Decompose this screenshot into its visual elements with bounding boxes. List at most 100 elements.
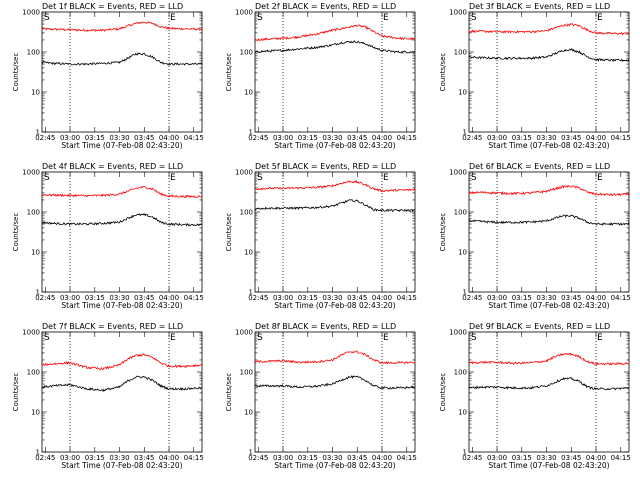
- events-series-line: [254, 198, 416, 213]
- y-tick-label: 1: [463, 129, 467, 137]
- panel-title: Det 4f BLACK = Events, RED = LLD: [42, 162, 183, 171]
- x-tick-label: 03:45: [134, 454, 154, 462]
- panel-8: Det 8f BLACK = Events, RED = LLD 1 10 100 10…: [225, 322, 417, 470]
- y-tick-label: 1000: [22, 9, 40, 17]
- x-axis-label: Start Time (07-Feb-08 02:43:20): [488, 301, 609, 310]
- end-marker-label: E: [383, 13, 389, 23]
- x-tick-label: 04:00: [159, 294, 179, 302]
- x-tick-label: 04:15: [611, 294, 631, 302]
- y-tick-label: 100: [27, 49, 40, 57]
- x-axis-label: Start Time (07-Feb-08 02:43:20): [61, 141, 182, 150]
- x-tick-label: 03:15: [298, 134, 318, 142]
- panel-title: Det 8f BLACK = Events, RED = LLD: [255, 322, 396, 331]
- panel-5: Det 5f BLACK = Events, RED = LLD 1 10 100 10…: [225, 162, 417, 310]
- x-tick-label: 04:15: [397, 454, 417, 462]
- panel-3: Det 3f BLACK = Events, RED = LLD 1 10 100 10…: [439, 2, 631, 150]
- panel-title: Det 6f BLACK = Events, RED = LLD: [469, 162, 610, 171]
- y-tick-label: 1000: [235, 329, 253, 337]
- x-tick-label: 04:15: [184, 454, 204, 462]
- x-tick-label: 03:00: [487, 134, 507, 142]
- y-tick-label: 10: [458, 249, 467, 257]
- plot-frame: [254, 11, 416, 133]
- x-tick-label: 02:45: [248, 134, 268, 142]
- x-tick-label: 03:15: [85, 454, 105, 462]
- events-series-line: [254, 40, 416, 54]
- y-tick-label: 10: [31, 249, 40, 257]
- lld-series-line: [254, 24, 416, 42]
- panel-9: Det 9f BLACK = Events, RED = LLD 1 10 100 10…: [439, 322, 631, 470]
- y-tick-label: 10: [244, 89, 253, 97]
- x-tick-label: 04:00: [159, 454, 179, 462]
- end-marker-label: E: [170, 173, 176, 183]
- x-tick-label: 02:45: [35, 134, 55, 142]
- y-tick-label: 1000: [22, 169, 40, 177]
- panel-title: Det 2f BLACK = Events, RED = LLD: [255, 2, 396, 11]
- x-tick-label: 03:15: [512, 454, 532, 462]
- y-tick-label: 100: [454, 369, 467, 377]
- plot-frame: [468, 331, 630, 453]
- panel-title: Det 5f BLACK = Events, RED = LLD: [255, 162, 396, 171]
- y-tick-label: 1000: [235, 9, 253, 17]
- x-tick-label: 03:00: [60, 134, 80, 142]
- end-marker-label: E: [383, 333, 389, 343]
- x-tick-label: 02:45: [35, 454, 55, 462]
- x-tick-label: 02:45: [35, 294, 55, 302]
- y-axis-label: Counts/sec: [225, 373, 233, 412]
- events-series-line: [41, 213, 203, 227]
- y-axis-label: Counts/sec: [12, 373, 20, 412]
- start-marker-label: S: [44, 13, 50, 23]
- x-axis-label: Start Time (07-Feb-08 02:43:20): [61, 461, 182, 470]
- x-tick-label: 03:45: [347, 294, 367, 302]
- x-tick-label: 03:00: [273, 134, 293, 142]
- y-tick-label: 1000: [22, 329, 40, 337]
- y-axis-label: Counts/sec: [439, 53, 447, 92]
- lld-series-line: [41, 353, 203, 371]
- x-axis-label: Start Time (07-Feb-08 02:43:20): [274, 301, 395, 310]
- x-tick-label: 04:15: [184, 294, 204, 302]
- y-tick-label: 10: [458, 409, 467, 417]
- x-tick-label: 03:30: [536, 454, 556, 462]
- y-tick-label: 1: [249, 129, 253, 137]
- y-axis-label: Counts/sec: [225, 53, 233, 92]
- lld-series-line: [41, 185, 203, 199]
- lld-series-line: [254, 350, 416, 365]
- y-tick-label: 1: [249, 449, 253, 457]
- end-marker-label: E: [383, 173, 389, 183]
- panel-title: Det 1f BLACK = Events, RED = LLD: [42, 2, 183, 11]
- y-axis-label: Counts/sec: [225, 213, 233, 252]
- start-marker-label: S: [257, 13, 263, 23]
- end-marker-label: E: [170, 333, 176, 343]
- x-tick-label: 03:30: [109, 454, 129, 462]
- x-tick-label: 03:00: [487, 294, 507, 302]
- x-tick-label: 02:45: [248, 294, 268, 302]
- panel-2: Det 2f BLACK = Events, RED = LLD 1 10 100 10…: [225, 2, 417, 150]
- plot-frame: [468, 171, 630, 293]
- x-tick-label: 04:00: [372, 294, 392, 302]
- x-tick-label: 03:30: [109, 294, 129, 302]
- start-marker-label: S: [44, 333, 50, 343]
- y-tick-label: 100: [240, 369, 253, 377]
- panel-title: Det 9f BLACK = Events, RED = LLD: [469, 322, 610, 331]
- plot-frame: [254, 171, 416, 293]
- y-tick-label: 100: [27, 209, 40, 217]
- end-marker-label: E: [597, 13, 603, 23]
- y-tick-label: 1: [463, 289, 467, 297]
- y-tick-label: 1: [36, 289, 40, 297]
- panel-1: Det 1f BLACK = Events, RED = LLD 1 10 100 10…: [12, 2, 204, 150]
- x-tick-label: 04:00: [372, 134, 392, 142]
- y-tick-label: 10: [31, 409, 40, 417]
- events-series-line: [41, 375, 203, 393]
- x-tick-label: 04:00: [586, 294, 606, 302]
- x-tick-label: 03:00: [60, 454, 80, 462]
- x-tick-label: 04:15: [611, 134, 631, 142]
- end-marker-label: E: [597, 173, 603, 183]
- plot-frame: [41, 331, 203, 453]
- y-tick-label: 100: [240, 49, 253, 57]
- y-tick-label: 1000: [449, 169, 467, 177]
- events-series-line: [468, 48, 630, 63]
- x-axis-label: Start Time (07-Feb-08 02:43:20): [488, 141, 609, 150]
- x-tick-label: 04:15: [184, 134, 204, 142]
- x-tick-label: 03:45: [561, 294, 581, 302]
- panel-6: Det 6f BLACK = Events, RED = LLD 1 10 100 10…: [439, 162, 631, 310]
- y-tick-label: 10: [244, 409, 253, 417]
